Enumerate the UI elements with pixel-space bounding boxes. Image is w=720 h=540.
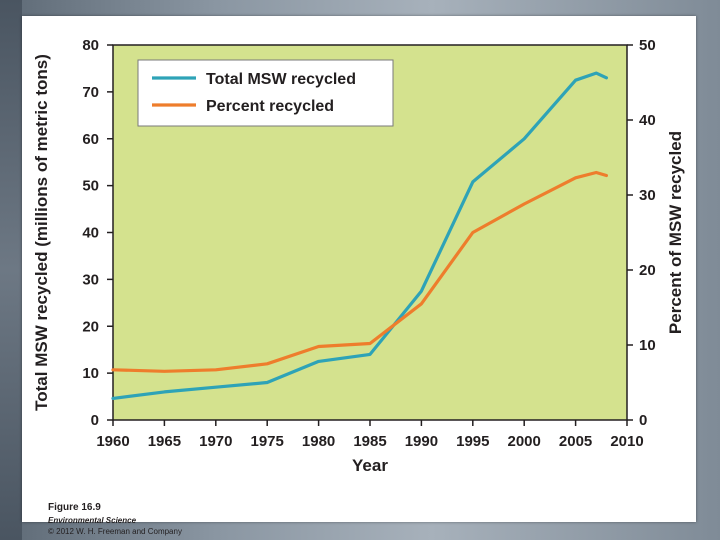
y2-tick-label: 0 (639, 412, 647, 429)
x-tick-label: 1995 (456, 433, 489, 450)
x-tick-label: 1990 (405, 433, 438, 450)
x-tick-label: 2005 (559, 433, 592, 450)
y2-tick-label: 30 (639, 187, 656, 204)
x-tick-label: 1965 (148, 433, 181, 450)
y2-tick-label: 40 (639, 112, 656, 129)
x-tick-label: 1980 (302, 433, 335, 450)
legend-label: Total MSW recycled (206, 71, 356, 88)
y2-tick-label: 20 (639, 262, 656, 279)
y-tick-label: 0 (91, 412, 99, 429)
y-tick-label: 40 (82, 225, 99, 242)
y-tick-label: 70 (82, 84, 99, 101)
book-title: Environmental Science (48, 516, 137, 525)
y-tick-label: 20 (82, 318, 99, 335)
y-tick-label: 80 (82, 37, 99, 54)
y-tick-label: 10 (82, 365, 99, 382)
series-line-percent (111, 170, 609, 373)
x-tick-label: 1960 (96, 433, 129, 450)
y-axis-title: Total MSW recycled (millions of metric t… (32, 54, 51, 411)
x-tick-label: 1985 (353, 433, 386, 450)
y2-axis-title: Percent of MSW recycled (666, 131, 685, 334)
figure-card: 1960 1965 1970 1975 1980 1985 1990 1995 2000 2005… (22, 16, 696, 536)
slide-background-strip (0, 0, 22, 540)
y-tick-label: 60 (82, 131, 99, 148)
y-tick-label: 50 (82, 178, 99, 195)
legend-label: Percent recycled (206, 98, 334, 115)
figure-number: Figure 16.9 (48, 502, 101, 513)
y2-tick-label: 50 (639, 37, 656, 54)
x-axis-title: Year (352, 456, 388, 475)
msw-recycling-chart: 1960 1965 1970 1975 1980 1985 1990 1995 2000 2005… (32, 37, 685, 475)
y2-tick-label: 10 (639, 337, 656, 354)
copyright-line: © 2012 W. H. Freeman and Company (48, 527, 182, 536)
x-tick-label: 2010 (610, 433, 643, 450)
x-tick-label: 2000 (508, 433, 541, 450)
x-tick-label: 1970 (199, 433, 232, 450)
legend-box (137, 59, 394, 127)
x-tick-label: 1975 (251, 433, 284, 450)
y-tick-label: 30 (82, 271, 99, 288)
